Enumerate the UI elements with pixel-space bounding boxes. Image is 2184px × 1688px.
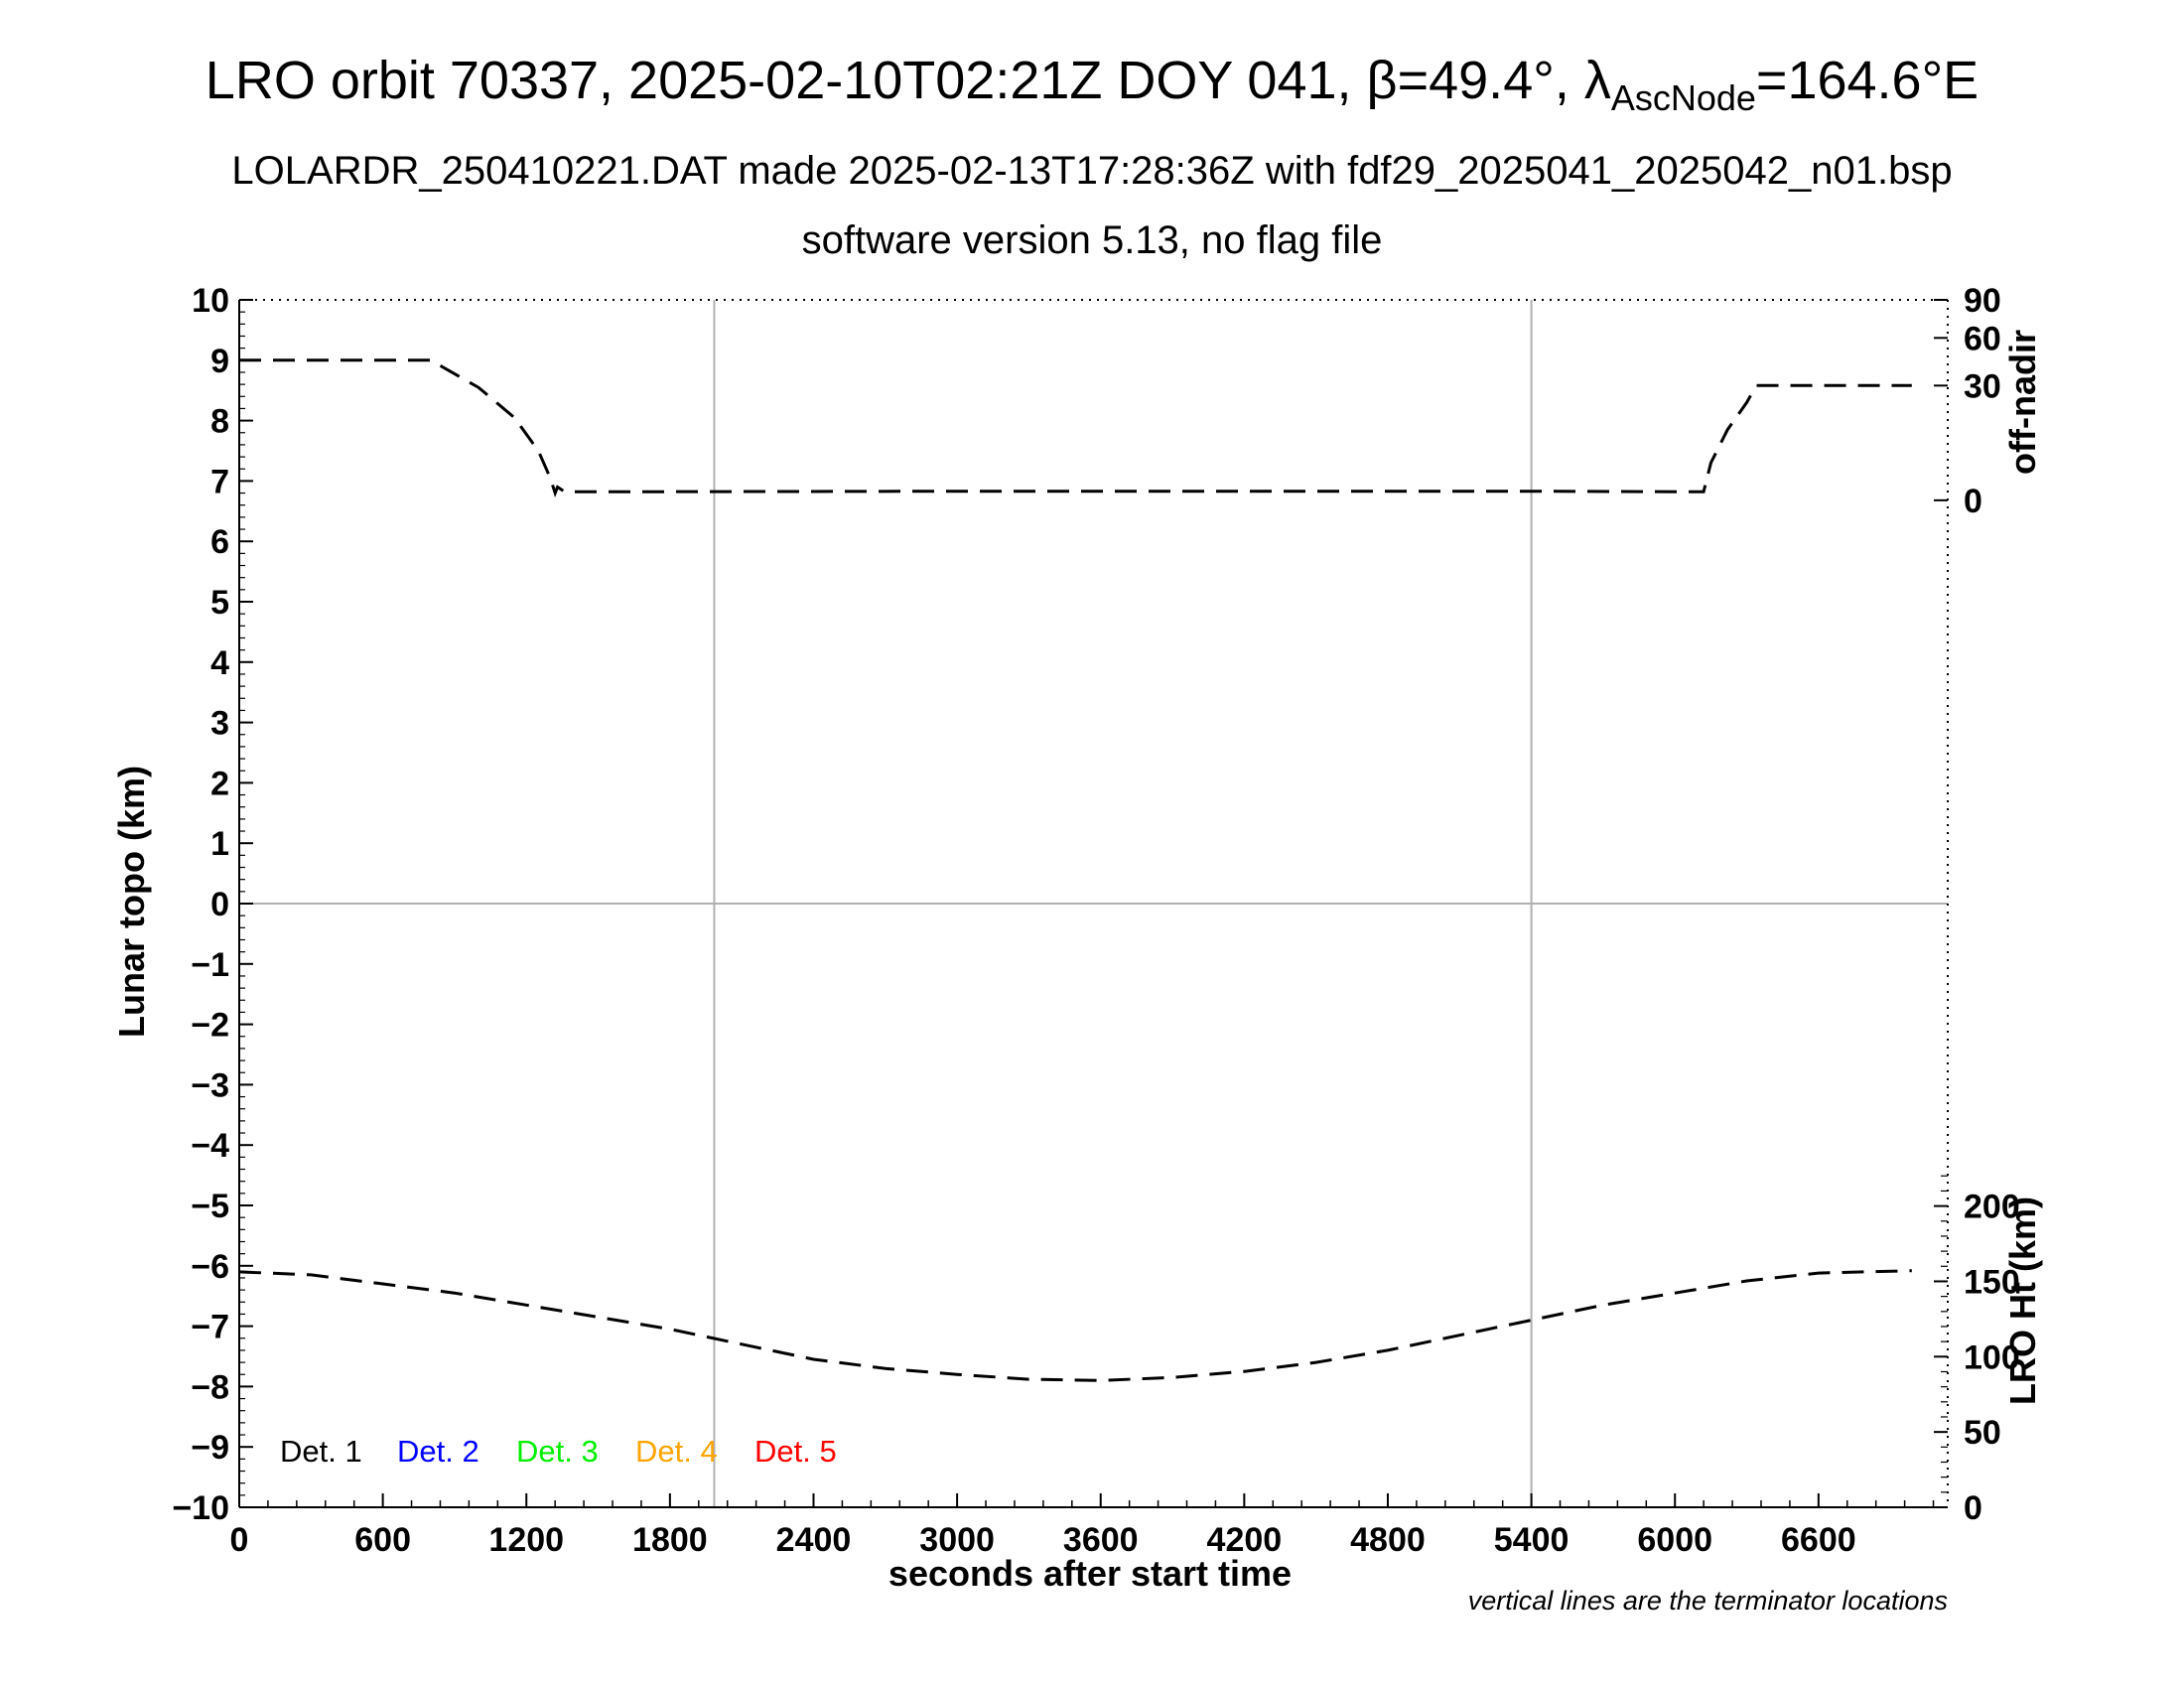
- legend-entry: Det. 5: [754, 1434, 837, 1469]
- x-tick-label: 0: [230, 1521, 249, 1559]
- title-suffix: =164.6°E: [1755, 51, 1979, 110]
- x-tick-label: 600: [354, 1521, 411, 1559]
- y-tick-label: 8: [210, 403, 229, 441]
- x-tick-label: 3000: [919, 1521, 995, 1559]
- off-nadir-tick-label: 30: [1964, 367, 2001, 405]
- chart-title: LRO orbit 70337, 2025-02-10T02:21Z DOY 0…: [0, 50, 2184, 119]
- off-nadir-tick-label: 0: [1964, 483, 1982, 520]
- y-tick-label: −2: [191, 1007, 229, 1045]
- height-axis-title: LRO Ht (km): [2002, 1196, 2043, 1405]
- footnote: vertical lines are the terminator locati…: [1468, 1586, 1948, 1616]
- x-axis-title: seconds after start time: [888, 1553, 1292, 1594]
- y-tick-label: 9: [210, 343, 229, 380]
- x-tick-label: 1200: [488, 1521, 564, 1559]
- chart-subtitle: LOLARDR_250410221.DAT made 2025-02-13T17…: [231, 149, 1953, 193]
- y-tick-label: −7: [191, 1309, 229, 1346]
- legend-entry: Det. 1: [280, 1434, 362, 1469]
- off-nadir-tick-label: 60: [1964, 320, 2001, 357]
- chart-subtitle-2: software version 5.13, no flag file: [801, 218, 1383, 262]
- data-series: [238, 358, 1912, 1382]
- height-tick-label: 50: [1964, 1414, 2001, 1452]
- x-tick-label: 6600: [1781, 1521, 1856, 1559]
- y-tick-label: −5: [191, 1188, 229, 1225]
- x-tick-label: 4200: [1207, 1521, 1283, 1559]
- x-tick-label: 6000: [1637, 1521, 1712, 1559]
- y-tick-label: 7: [210, 463, 229, 500]
- y-tick-label: 1: [210, 825, 229, 863]
- y-tick-label: −10: [172, 1489, 229, 1527]
- y-tick-label: 6: [210, 523, 229, 561]
- legend-entry: Det. 2: [397, 1434, 479, 1469]
- legend-entry: Det. 4: [635, 1434, 718, 1469]
- legend: Det. 1 Det. 2 Det. 3 Det. 4 Det. 5: [280, 1434, 837, 1469]
- y-axis-title: Lunar topo (km): [111, 766, 152, 1038]
- x-tick-label: 4800: [1350, 1521, 1426, 1559]
- y-tick-label: 2: [210, 765, 229, 802]
- y-tick-label: −8: [191, 1368, 229, 1406]
- y-tick-label: 3: [210, 705, 229, 743]
- x-tick-label: 3600: [1063, 1521, 1139, 1559]
- y-tick-label: −3: [191, 1066, 229, 1104]
- title-prefix: LRO orbit 70337, 2025-02-10T02:21Z DOY 0…: [205, 51, 1611, 110]
- height-tick-label: 100: [1964, 1338, 2020, 1376]
- x-tick-label: 1800: [632, 1521, 708, 1559]
- tick-labels: 0 600 1200 1800 2400 3000 3600 4200 4800 5400 6000…: [172, 282, 2019, 1559]
- y-tick-label: −4: [191, 1127, 229, 1165]
- y-tick-label: −1: [191, 946, 229, 984]
- x-tick-label: 2400: [776, 1521, 852, 1559]
- height-tick-label: 200: [1964, 1189, 2020, 1226]
- x-tick-label: 5400: [1494, 1521, 1570, 1559]
- off-nadir-axis-title: off-nadir: [2002, 330, 2043, 475]
- y-tick-label: −6: [191, 1248, 229, 1286]
- y-tick-label: 5: [210, 584, 229, 622]
- y-tick-label: 10: [192, 282, 229, 320]
- off-nadir-tick-label: 90: [1964, 282, 2001, 320]
- y-tick-label: 4: [210, 644, 229, 682]
- y-tick-label: −9: [191, 1429, 229, 1467]
- height-tick-label: 150: [1964, 1263, 2020, 1301]
- legend-entry: Det. 3: [516, 1434, 599, 1469]
- grid-lines: [239, 300, 1948, 1507]
- series-line-off-nadir: [239, 358, 1912, 498]
- tick-marks: [238, 299, 1948, 1508]
- height-tick-label: 0: [1964, 1489, 1982, 1527]
- y-tick-label: 0: [210, 886, 229, 923]
- series-line-lro-ht-km-: [238, 1269, 1912, 1382]
- title-subscript: AscNode: [1610, 77, 1756, 118]
